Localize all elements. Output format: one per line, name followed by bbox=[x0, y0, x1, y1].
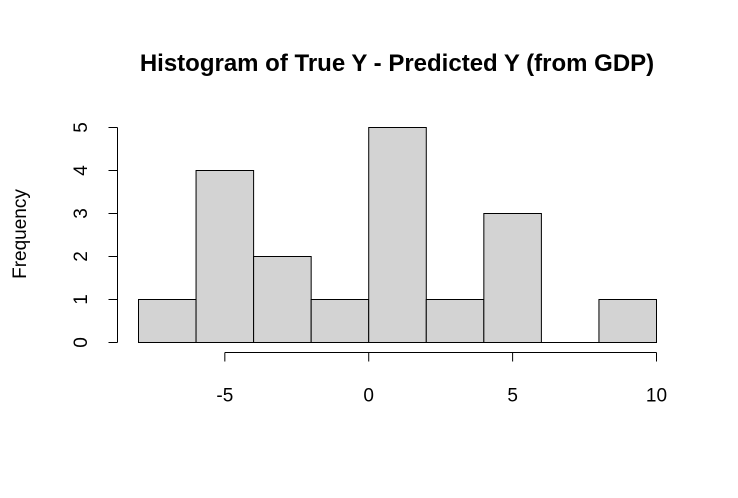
bars-group bbox=[138, 127, 658, 343]
x-tick-label-2: 5 bbox=[507, 386, 518, 407]
histogram-bar-3 bbox=[310, 299, 370, 343]
histogram-bar-2 bbox=[253, 256, 312, 343]
histogram-bar-6 bbox=[483, 213, 542, 343]
y-axis-label: Frequency bbox=[10, 189, 31, 279]
x-axis: -5 0 5 10 bbox=[216, 352, 667, 407]
y-tick-label-0: 0 bbox=[71, 337, 92, 348]
x-tick-label-1: 0 bbox=[363, 386, 374, 407]
y-tick-label-4: 4 bbox=[71, 165, 92, 176]
y-tick-label-3: 3 bbox=[71, 208, 92, 219]
histogram-bar-8 bbox=[598, 299, 658, 343]
histogram-bar-0 bbox=[138, 299, 197, 343]
histogram-bar-4 bbox=[368, 127, 427, 343]
y-axis: 0 1 2 3 4 5 bbox=[71, 122, 118, 348]
y-tick-label-2: 2 bbox=[71, 251, 92, 262]
chart-title: Histogram of True Y - Predicted Y (from … bbox=[140, 50, 654, 77]
histogram-bar-1 bbox=[195, 170, 255, 343]
y-tick-label-5: 5 bbox=[71, 122, 92, 133]
x-tick-label-3: 10 bbox=[646, 386, 667, 407]
x-tick-label-0: -5 bbox=[216, 386, 233, 407]
histogram-bar-5 bbox=[425, 299, 485, 343]
y-tick-label-1: 1 bbox=[71, 294, 92, 305]
